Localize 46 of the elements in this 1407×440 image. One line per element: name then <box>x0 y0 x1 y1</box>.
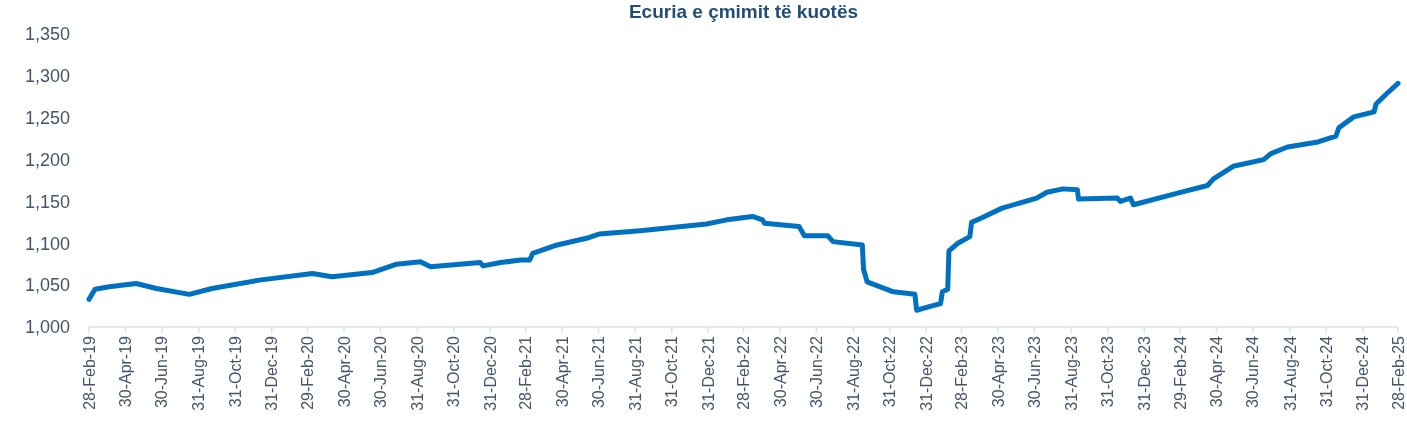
y-tick-label: 1,350 <box>24 24 70 45</box>
x-tick-label: 31-Aug-19 <box>190 335 208 411</box>
x-tick-label: 28-Feb-22 <box>735 335 753 410</box>
x-tick-label: 30-Jun-24 <box>1244 335 1262 409</box>
x-tick-label: 31-Oct-23 <box>1099 335 1117 408</box>
x-tick-label: 31-Dec-21 <box>699 335 717 411</box>
x-tick-label: 31-Dec-24 <box>1354 335 1372 411</box>
x-tick-label: 30-Apr-19 <box>117 335 135 408</box>
x-tick-label: 30-Apr-24 <box>1208 335 1226 408</box>
x-tick-label: 28-Feb-21 <box>517 335 535 410</box>
x-tick-label: 30-Jun-22 <box>807 335 825 409</box>
x-tick-label: 31-Oct-19 <box>226 335 244 408</box>
x-tick-label: 29-Feb-24 <box>1171 335 1189 410</box>
x-tick-label: 28-Feb-25 <box>1389 335 1407 410</box>
y-tick-label: 1,250 <box>24 108 70 129</box>
x-tick-label: 31-Dec-22 <box>917 335 935 411</box>
x-tick-label: 31-Aug-24 <box>1281 335 1299 411</box>
x-tick-label: 30-Apr-21 <box>553 335 571 408</box>
x-tick-label: 31-Oct-22 <box>881 335 899 408</box>
x-tick-label: 30-Jun-20 <box>372 335 390 409</box>
x-tick-label: 30-Jun-19 <box>153 335 171 409</box>
x-tick-label: 30-Jun-23 <box>1025 335 1043 409</box>
x-tick-label: 31-Oct-24 <box>1317 335 1335 408</box>
x-tick-label: 30-Apr-23 <box>989 335 1007 408</box>
y-tick-label: 1,200 <box>24 149 70 170</box>
x-tick-label: 31-Dec-23 <box>1135 335 1153 411</box>
x-tick-label: 28-Feb-19 <box>80 335 98 410</box>
x-tick-label: 31-Dec-20 <box>481 335 499 411</box>
x-tick-label: 31-Aug-20 <box>409 335 427 411</box>
x-tick-label: 29-Feb-20 <box>299 335 317 410</box>
y-tick-label: 1,000 <box>24 317 70 338</box>
x-tick-label: 31-Dec-19 <box>263 335 281 411</box>
x-tick-label: 31-Oct-20 <box>445 335 463 408</box>
x-tick-label: 30-Apr-22 <box>771 335 789 408</box>
y-tick-label: 1,100 <box>24 233 70 254</box>
chart-title: Ecuria e çmimit të kuotës <box>628 1 859 22</box>
x-tick-label: 31-Aug-21 <box>627 335 645 411</box>
x-tick-label: 31-Oct-21 <box>663 335 681 408</box>
x-tick-label: 28-Feb-23 <box>953 335 971 410</box>
x-tick-label: 31-Aug-23 <box>1062 335 1080 411</box>
y-tick-label: 1,150 <box>24 191 70 212</box>
x-tick-label: 30-Jun-21 <box>589 335 607 409</box>
y-tick-label: 1,300 <box>24 66 70 87</box>
x-tick-label: 30-Apr-20 <box>335 335 353 408</box>
y-tick-label: 1,050 <box>24 275 70 296</box>
x-tick-label: 31-Aug-22 <box>844 335 862 411</box>
